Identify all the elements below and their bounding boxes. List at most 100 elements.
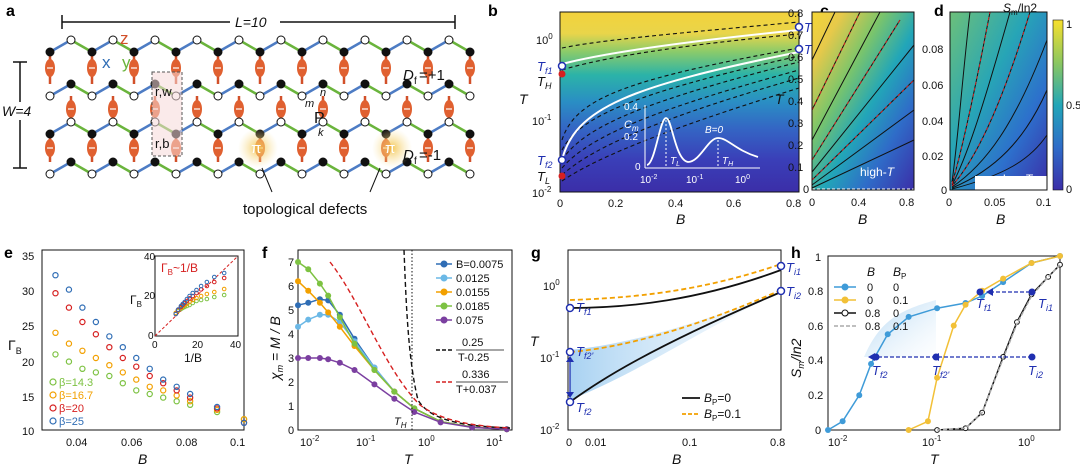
e-inset-point-0-2 [204, 296, 210, 302]
h-point-1-6 [1000, 275, 1007, 282]
e-inset-point-0-0 [221, 292, 227, 298]
g-tf2p-label: Tf2' [576, 344, 593, 361]
svg-text:0.075: 0.075 [456, 315, 484, 327]
svg-text:0.8: 0.8 [808, 286, 823, 298]
svg-text:BP=0: BP=0 [704, 391, 731, 407]
e-point-0-1 [65, 358, 73, 365]
svg-text:3: 3 [288, 353, 294, 365]
svg-text:0: 0 [148, 331, 154, 342]
h-point-0-5 [905, 313, 912, 320]
h-tf2p-label: Tf2' [932, 363, 949, 380]
rb-label: r,b [155, 136, 169, 151]
legend-f-fit-2: 0.336 T+0.037 [436, 369, 508, 396]
ticks-b-x: 0 0.2 0.4 0.6 0.8 [557, 198, 801, 210]
e-point-3-1 [65, 286, 73, 293]
e-point-0-9 [173, 398, 180, 405]
e-inset-point-3-0 [221, 270, 227, 276]
f-point-1-0 [295, 323, 301, 330]
panel-a-label: a [6, 3, 15, 20]
e-inset-point-0-7 [184, 303, 190, 309]
svg-text:0: 0 [288, 425, 294, 437]
e-point-2-7 [146, 372, 153, 380]
e-point-2-6 [133, 363, 140, 370]
svg-text:β=20: β=20 [59, 403, 84, 415]
frame-g [567, 249, 782, 431]
f-point-1-1 [305, 316, 312, 323]
f-point-3-7 [391, 388, 398, 395]
h-point-0-0 [825, 427, 831, 433]
defect-pointer-right [369, 167, 381, 193]
legend-g: BP=0 BP=0.1 [682, 391, 741, 423]
frame-e [41, 249, 245, 431]
f-point-3-6 [371, 367, 378, 373]
tl-label: TL [537, 169, 550, 186]
e-point-0-8 [159, 394, 167, 401]
ti2-line [561, 51, 800, 161]
svg-text:0.8: 0.8 [865, 308, 880, 320]
svg-text:0.08: 0.08 [176, 437, 197, 449]
e-point-3-10 [186, 390, 194, 398]
defect-glow-right [372, 128, 412, 168]
h-tf1-marker [976, 288, 984, 296]
svg-text:100: 100 [1018, 434, 1035, 449]
svg-text:101: 101 [486, 434, 503, 449]
svg-text:=+1: =+1 [419, 67, 445, 84]
ticks-g-x: 0 0.01 0.1 0.8 [566, 437, 785, 449]
tl-marker [558, 172, 566, 180]
fit-lines-c [811, 11, 915, 181]
svg-text:10-2: 10-2 [828, 434, 848, 449]
f-point-3-2 [316, 280, 323, 287]
svg-text:0: 0 [635, 162, 641, 173]
svg-text:0.25: 0.25 [462, 337, 483, 349]
g-ti1-label: Ti1 [786, 260, 801, 277]
e-point-3-7 [146, 365, 153, 372]
panel-b: b Tf1 TH Tf2 TL Ti1 Ti2 100 [488, 3, 819, 227]
svg-text:40: 40 [144, 252, 156, 263]
f-point-4-1 [305, 355, 312, 361]
length-label: L=10 [235, 14, 267, 30]
fit-curve-1 [403, 249, 511, 429]
svg-text:0.2: 0.2 [624, 132, 638, 143]
svg-text:40: 40 [230, 340, 242, 351]
th-label-f: TH [394, 416, 407, 430]
svg-text:0.2: 0.2 [808, 390, 823, 402]
bp0-lower [569, 291, 782, 403]
f-point-4-8 [411, 409, 418, 415]
svg-text:7: 7 [288, 257, 294, 269]
svg-text:B=0.0075: B=0.0075 [456, 259, 503, 271]
h-point-1-7 [1028, 259, 1035, 266]
e-inset-point-3-12 [173, 311, 179, 317]
ticks-c-x: 0 0.4 0.8 [809, 197, 914, 209]
ticks-h-y: 0 0.2 0.4 0.6 0.8 1 [808, 252, 823, 437]
topological-defects-label: topological defects [243, 201, 367, 218]
svg-text:0.6: 0.6 [808, 321, 823, 333]
h-point-1-4 [962, 301, 969, 308]
g-tf2-label: Tf2 [576, 400, 591, 417]
f-point-0-0 [295, 302, 301, 309]
svg-text:1: 1 [815, 252, 821, 264]
h-ti1-marker [1028, 288, 1036, 296]
e-inset-point-2-6 [187, 296, 192, 301]
e-point-3-8 [159, 376, 167, 383]
f-point-4-4 [336, 359, 343, 366]
panel-e: e 35 30 25 20 15 10 ΓB 0.04 0.06 0.08 0.… [4, 245, 248, 467]
tf1-label: Tf1 [537, 59, 552, 76]
ticks-h-x: 10-2 10-1 100 [828, 434, 1035, 449]
svg-text:10-1: 10-1 [922, 434, 942, 449]
e-point-0-4 [106, 372, 113, 380]
svg-text:0: 0 [893, 282, 899, 294]
f-point-4-6 [371, 381, 378, 388]
e-inset-point-2-1 [211, 279, 217, 285]
colorbar-tick-1: 1 [1066, 19, 1072, 31]
xlabel-d: B [996, 211, 1005, 227]
e-point-0-7 [146, 390, 153, 398]
colorbar-tick-0: 0 [1066, 184, 1072, 196]
panel-f-label: f [262, 245, 268, 262]
frame-c [811, 11, 915, 191]
ticks-e-x: 0.04 0.06 0.08 0.1 [66, 437, 245, 449]
svg-text:0.6: 0.6 [726, 198, 741, 210]
f-point-4-10 [469, 424, 476, 431]
svg-text:0.4: 0.4 [624, 102, 638, 113]
h-series-0 [827, 255, 1061, 431]
svg-text:0.1: 0.1 [893, 321, 908, 333]
